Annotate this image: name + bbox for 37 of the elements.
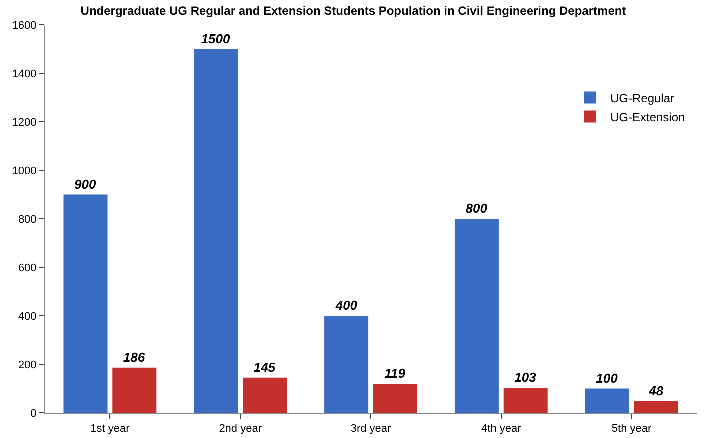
y-tick-label: 600 — [18, 262, 37, 274]
x-tick-label: 2nd year — [219, 423, 262, 436]
y-tick-label: 200 — [18, 359, 37, 372]
bar — [454, 219, 499, 413]
data-label: 900 — [74, 176, 97, 192]
y-tick-label: 0 — [30, 408, 37, 420]
x-tick-label: 3rd year — [350, 423, 392, 436]
data-label: 48 — [648, 383, 664, 398]
bar — [504, 388, 548, 413]
data-label: 400 — [334, 298, 358, 313]
x-tick-label: 4th year — [482, 423, 522, 436]
y-tick-label: 1400 — [12, 68, 37, 80]
bar — [194, 49, 238, 413]
bar — [243, 378, 288, 413]
y-tick-label: 400 — [18, 310, 37, 323]
legend-label: UG-Extension — [610, 110, 686, 124]
data-label: 1500 — [201, 31, 231, 46]
data-label: 103 — [514, 370, 538, 386]
data-label: 119 — [384, 366, 406, 382]
y-tick-label: 800 — [18, 214, 37, 226]
bar — [112, 368, 157, 413]
legend-label: UG-Regular — [610, 91, 675, 106]
data-label: 100 — [596, 370, 619, 386]
y-tick-label: 1600 — [12, 20, 37, 32]
bar — [64, 194, 108, 413]
bar — [634, 401, 678, 413]
y-tick-label: 1000 — [12, 165, 37, 178]
data-label: 186 — [123, 350, 146, 365]
bar — [324, 316, 369, 413]
data-label: 800 — [466, 201, 488, 216]
x-tick-label: 5th year — [612, 423, 652, 436]
bar — [585, 388, 630, 413]
x-tick-label: 1st year — [90, 423, 130, 436]
bar — [373, 384, 418, 413]
data-label: 145 — [254, 360, 276, 375]
y-tick-label: 1200 — [12, 116, 37, 129]
chart-title: Undergraduate UG Regular and Extension Students Population in Civil Engineering Department — [80, 4, 626, 18]
